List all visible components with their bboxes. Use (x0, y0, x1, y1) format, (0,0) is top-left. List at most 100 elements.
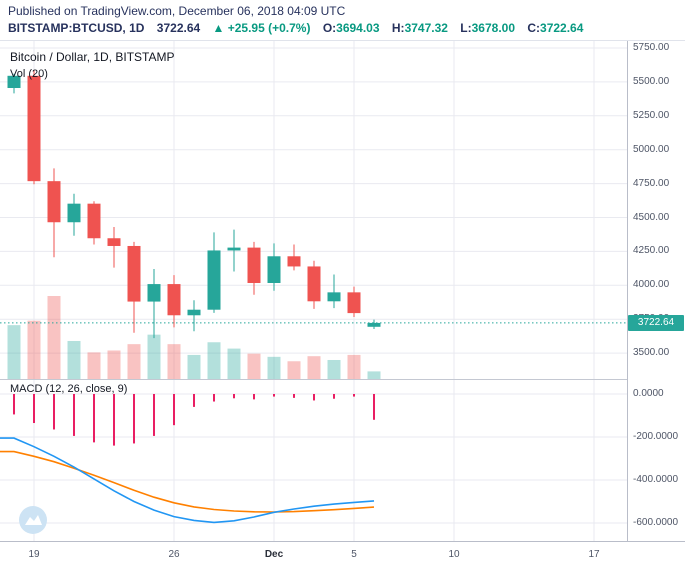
volume-bar (147, 334, 161, 379)
volume-bar (167, 344, 181, 379)
candle-body (227, 247, 241, 251)
time-tick-label: 10 (448, 549, 460, 560)
price-scale[interactable]: 5750.00 5500.00 5250.00 5000.00 4750.00 4500.… (627, 41, 685, 541)
volume-bar (47, 296, 61, 379)
volume-bar (7, 325, 21, 379)
candle-body (247, 247, 261, 283)
price-tick-label: 5000.00 (633, 143, 670, 155)
volume-bar (367, 371, 381, 379)
macd-histogram-bar (273, 394, 275, 397)
candle-body (187, 309, 201, 316)
macd-histogram-bar (53, 394, 55, 430)
macd-histogram-bar (73, 394, 75, 436)
candle-body (287, 256, 301, 267)
pane-divider[interactable] (0, 379, 685, 380)
macd-histogram-bar (293, 394, 295, 398)
time-tick-label: Dec (264, 549, 284, 560)
macd-tick-label: -200.0000 (633, 431, 679, 442)
chart-area: Bitcoin / Dollar, 1D, BITSTAMP Vol (20) … (0, 40, 685, 578)
close-value: 3722.64 (540, 21, 584, 35)
volume-bar (27, 320, 41, 379)
price-tick-label: 4000.00 (633, 279, 670, 291)
volume-bar (267, 356, 281, 379)
volume-bar (207, 342, 221, 379)
macd-histogram-bar (373, 394, 375, 420)
volume-bar (107, 350, 121, 379)
candle-body (367, 322, 381, 327)
macd-histogram-bar (313, 394, 315, 401)
candle-body (87, 203, 101, 239)
low-label: L: (460, 21, 472, 35)
volume-bar (187, 354, 201, 379)
volume-bar (127, 344, 141, 379)
macd-legend: MACD (12, 26, close, 9) (10, 383, 128, 395)
macd-histogram-bar (233, 394, 235, 399)
candle-body (327, 292, 341, 302)
time-tick-label: 19 (28, 549, 40, 560)
macd-histogram-bar (353, 394, 355, 397)
symbol-line: BITSTAMP:BTCUSD, 1D 3722.64 ▲ +25.95 (+0… (8, 21, 583, 35)
price-tick-label: 5250.00 (633, 109, 670, 121)
macd-histogram-bar (153, 394, 155, 436)
volume-bar (327, 359, 341, 379)
high-label: H: (391, 21, 405, 35)
open-label: O: (322, 21, 337, 35)
last-price-value: 3722.64 (156, 21, 201, 35)
macd-histogram-bar (33, 394, 35, 424)
macd-main-line (0, 437, 375, 524)
macd-histogram-bar (213, 394, 215, 402)
candle-body (167, 284, 181, 316)
candle-body (267, 256, 281, 283)
volume-legend: Vol (20) (10, 68, 48, 80)
macd-tick-label: -400.0000 (633, 474, 679, 485)
symbol-interval: BITSTAMP:BTCUSD, 1D (8, 21, 145, 35)
low-value: 3678.00 (471, 21, 516, 35)
volume-bar (247, 353, 261, 379)
price-tick-label: 4250.00 (633, 245, 670, 257)
price-change: ▲ +25.95 (+0.7%) (212, 21, 311, 35)
price-pane-canvas[interactable] (0, 41, 627, 379)
candle-body (207, 250, 221, 310)
candle-body (127, 245, 141, 302)
time-tick-label: 5 (351, 549, 357, 560)
macd-histogram-bar (253, 394, 255, 400)
time-scale[interactable]: 19 26 Dec 5 10 17 (0, 541, 685, 578)
price-tick-label: 3500.00 (633, 347, 670, 359)
macd-signal-line (0, 450, 375, 513)
last-price-chip: 3722.64 (628, 315, 684, 331)
high-value: 3747.32 (404, 21, 448, 35)
candle-body (47, 181, 61, 223)
close-label: C: (527, 21, 541, 35)
chart-title-legend: Bitcoin / Dollar, 1D, BITSTAMP (10, 50, 175, 64)
published-line: Published on TradingView.com, December 0… (8, 4, 346, 18)
time-tick-label: 26 (168, 549, 180, 560)
macd-tick-label: 0.0000 (633, 388, 664, 399)
open-value: 3694.03 (336, 21, 380, 35)
candle-body (7, 75, 21, 89)
header: Published on TradingView.com, December 0… (0, 0, 685, 40)
price-tick-label: 5750.00 (633, 42, 670, 53)
price-tick-label: 4750.00 (633, 177, 670, 189)
candle-body (307, 266, 321, 302)
tradingview-logo-icon (19, 506, 47, 534)
macd-pane-canvas[interactable] (0, 379, 627, 541)
volume-bar (287, 361, 301, 379)
macd-histogram-bar (113, 394, 115, 446)
macd-histogram-bar (13, 394, 15, 415)
candle-body (147, 284, 161, 302)
candle-body (107, 238, 121, 246)
time-tick-label: 17 (588, 549, 600, 560)
volume-bar (87, 352, 101, 379)
candle-body (67, 203, 81, 223)
volume-bar (347, 354, 361, 379)
macd-histogram-bar (173, 394, 175, 426)
macd-tick-label: -600.0000 (633, 517, 679, 528)
macd-histogram-bar (133, 394, 135, 444)
volume-bar (227, 348, 241, 379)
volume-bar (67, 340, 81, 379)
macd-histogram-bar (193, 394, 195, 407)
candle-body (27, 75, 41, 182)
macd-histogram-bar (333, 394, 335, 399)
price-tick-label: 4500.00 (633, 211, 670, 223)
